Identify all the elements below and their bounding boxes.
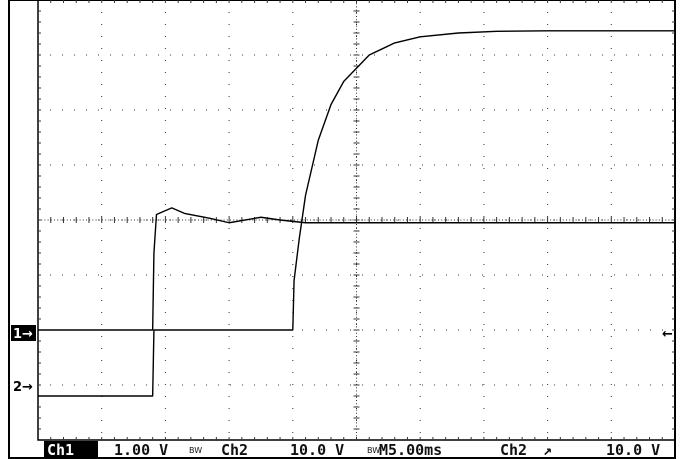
ch1-ground-label: 1→ xyxy=(13,327,33,342)
trace-ch2 xyxy=(38,30,675,397)
ch1-bandwidth-limit-icon: BW xyxy=(189,446,202,455)
ch1-label: Ch1 xyxy=(47,441,74,459)
ch1-ground-marker: 1→ xyxy=(11,325,36,342)
ch2-scale: 10.0 V xyxy=(290,441,344,459)
trigger-source: Ch2 xyxy=(500,441,527,459)
trace-layer xyxy=(38,30,675,397)
trigger-level-arrow-icon: ← xyxy=(662,327,673,342)
ch2-ground-label: 2→ xyxy=(13,380,33,395)
trace-ch1 xyxy=(38,207,675,331)
trigger-slope-icon: ↗ xyxy=(543,441,552,459)
ch2-bandwidth-limit-icon: BW xyxy=(367,446,380,455)
ch2-label: Ch2 xyxy=(221,441,248,459)
trigger-level-marker: ← xyxy=(662,327,673,342)
graticule xyxy=(38,0,675,440)
status-bar: Ch1 1.00 V BW Ch2 10.0 V BW M5.00ms Ch2 … xyxy=(44,441,660,459)
ch1-scale: 1.00 V xyxy=(114,441,168,459)
screen-frame xyxy=(8,0,676,459)
timebase: M5.00ms xyxy=(379,441,442,459)
ch1-label-box xyxy=(44,441,98,458)
ch2-ground-marker: 2→ xyxy=(13,380,33,395)
trigger-level-readout: 10.0 V xyxy=(606,441,660,459)
